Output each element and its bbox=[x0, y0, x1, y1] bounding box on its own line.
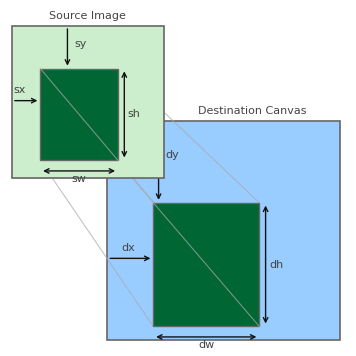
Text: sy: sy bbox=[74, 39, 87, 49]
FancyBboxPatch shape bbox=[40, 68, 118, 160]
Text: dx: dx bbox=[121, 243, 135, 253]
Text: dh: dh bbox=[269, 260, 283, 269]
FancyBboxPatch shape bbox=[153, 203, 259, 326]
FancyBboxPatch shape bbox=[12, 26, 164, 178]
Text: Source Image: Source Image bbox=[49, 11, 126, 21]
Text: sh: sh bbox=[128, 109, 141, 119]
Text: dw: dw bbox=[198, 340, 214, 351]
Text: sx: sx bbox=[14, 85, 26, 95]
Text: Destination Canvas: Destination Canvas bbox=[198, 106, 307, 116]
FancyBboxPatch shape bbox=[108, 121, 340, 340]
Text: sw: sw bbox=[72, 174, 87, 184]
Text: dy: dy bbox=[166, 150, 179, 160]
